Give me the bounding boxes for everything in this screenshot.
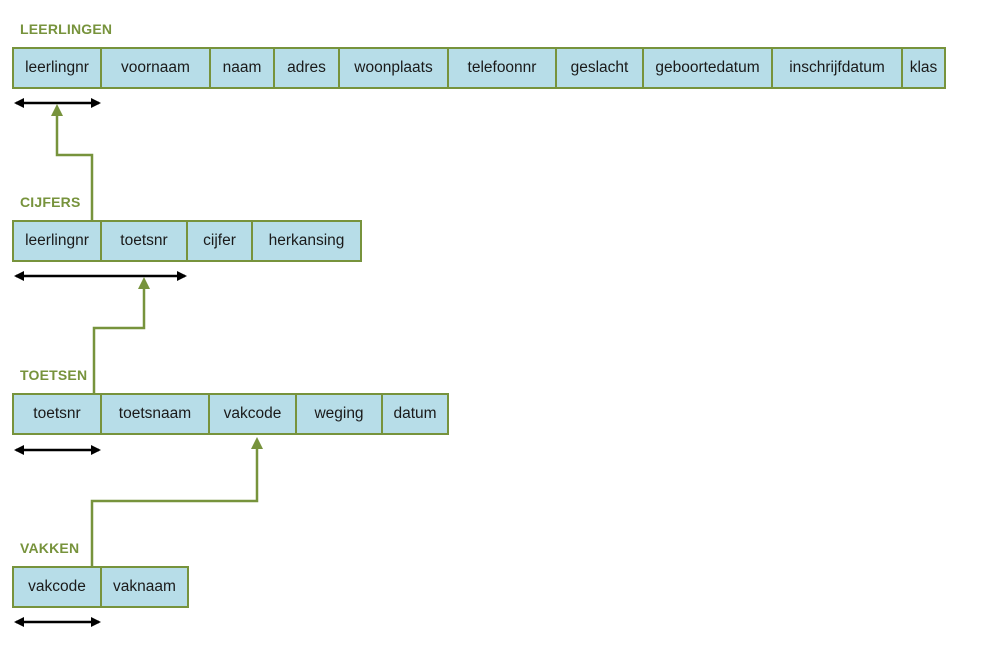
- table-vakken: vakcode vaknaam: [12, 566, 189, 608]
- table-title-vakken: VAKKEN: [20, 540, 80, 556]
- table-cijfers: leerlingnr toetsnr cijfer herkansing: [12, 220, 362, 262]
- field-toetsnr: toetsnr: [102, 222, 188, 260]
- fk-arrow-vakken-toetsen: [90, 437, 263, 566]
- field-cijfer: cijfer: [188, 222, 253, 260]
- field-geslacht: geslacht: [557, 49, 644, 87]
- field-telefoonnr: telefoonnr: [449, 49, 557, 87]
- table-leerlingen: leerlingnr voornaam naam adres woonplaat…: [12, 47, 946, 89]
- fk-arrow-toetsen-cijfers: [92, 277, 150, 393]
- field-toetsnr: toetsnr: [14, 395, 102, 433]
- table-title-toetsen: TOETSEN: [20, 367, 88, 383]
- field-inschrijfdatum: inschrijfdatum: [773, 49, 903, 87]
- field-vakcode: vakcode: [210, 395, 297, 433]
- field-woonplaats: woonplaats: [340, 49, 449, 87]
- field-weging: weging: [297, 395, 383, 433]
- field-leerlingnr: leerlingnr: [14, 49, 102, 87]
- field-klas: klas: [909, 59, 938, 76]
- table-title-leerlingen: LEERLINGEN: [20, 21, 113, 37]
- table-title-cijfers: CIJFERS: [20, 194, 81, 210]
- field-toetsnaam: toetsnaam: [102, 395, 210, 433]
- field-vaknaam: vaknaam: [113, 578, 176, 595]
- field-herkansing: herkansing: [268, 232, 345, 249]
- fk-arrow-cijfers-leerlingen: [51, 104, 94, 220]
- field-leerlingnr: leerlingnr: [14, 222, 102, 260]
- field-datum: datum: [393, 405, 437, 422]
- table-toetsen: toetsnr toetsnaam vakcode weging datum: [12, 393, 449, 435]
- field-naam: naam: [211, 49, 275, 87]
- field-vakcode: vakcode: [14, 568, 102, 606]
- field-geboortedatum: geboortedatum: [644, 49, 773, 87]
- field-voornaam: voornaam: [102, 49, 211, 87]
- field-adres: adres: [275, 49, 340, 87]
